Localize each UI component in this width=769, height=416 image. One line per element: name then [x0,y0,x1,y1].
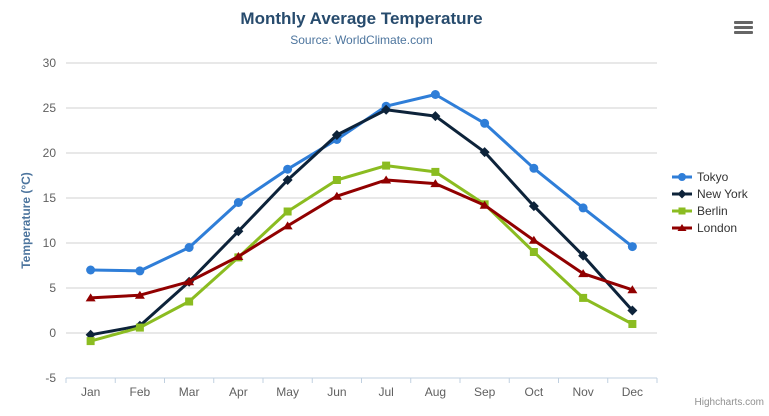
legend: Tokyo New York Berlin London [672,170,748,235]
point-tokyo-jan[interactable] [86,265,96,275]
series-berlin [86,161,637,346]
point-london-may[interactable] [282,221,293,230]
series-line-berlin [89,164,634,343]
legend-label: Berlin [697,204,728,218]
point-london-oct[interactable] [528,235,539,244]
point-tokyo-dec[interactable] [627,242,637,252]
point-london-dec[interactable] [627,285,638,294]
y-axis-label: 15 [43,191,57,205]
point-london-aug[interactable] [430,179,441,188]
point-berlin-may[interactable] [283,207,292,216]
legend-symbol-circle-icon [672,173,692,181]
point-new-york-jun[interactable] [331,130,342,140]
point-berlin-jul[interactable] [382,161,391,170]
legend-item-new-york[interactable]: New York [672,187,748,201]
y-axis-label: 10 [43,236,57,250]
x-axis-label: Jan [81,385,100,399]
chart-title: Monthly Average Temperature [240,9,483,28]
legend-item-berlin[interactable]: Berlin [672,204,748,218]
series-line-new-york [89,108,634,337]
legend-item-tokyo[interactable]: Tokyo [672,170,748,184]
x-axis-label: Nov [572,385,593,399]
chart-subtitle: Source: WorldClimate.com [290,33,433,47]
point-london-apr[interactable] [233,252,244,260]
point-berlin-nov[interactable] [579,293,588,302]
point-london-jan[interactable] [85,293,96,302]
y-axis-label: 30 [43,56,57,70]
point-new-york-apr[interactable] [233,226,244,237]
legend-marker [677,189,687,199]
point-tokyo-feb[interactable] [135,266,145,276]
highcharts-credit[interactable]: Highcharts.com [694,397,764,408]
y-axis-label: 0 [49,326,56,340]
series-line-london [89,178,634,300]
y-axis-label: 20 [43,146,57,160]
point-tokyo-oct[interactable] [529,163,539,173]
series-tokyo [86,90,637,276]
point-new-york-oct[interactable] [528,201,539,212]
point-london-sep[interactable] [479,200,490,209]
y-axis-label: -5 [45,371,56,385]
legend-symbol-square-icon [672,207,692,215]
point-berlin-jan[interactable] [86,337,95,346]
legend-symbol-diamond-icon [672,189,692,199]
point-berlin-jun[interactable] [332,176,341,184]
point-tokyo-nov[interactable] [578,203,588,213]
x-axis-label: Dec [622,385,643,399]
point-london-mar[interactable] [184,277,195,286]
x-axis-label: Jul [378,385,393,399]
point-london-jun[interactable] [331,191,342,200]
x-axis-label: Oct [525,385,544,399]
point-new-york-may[interactable] [282,175,293,185]
legend-item-london[interactable]: London [672,221,748,235]
legend-marker [677,224,687,231]
series-london [85,175,638,302]
y-axis-label: 25 [43,101,57,115]
x-axis-label: Aug [425,385,446,399]
point-new-york-jul[interactable] [381,104,392,115]
point-tokyo-may[interactable] [283,164,293,174]
point-london-feb[interactable] [134,290,145,299]
point-london-jul[interactable] [381,175,392,184]
point-tokyo-aug[interactable] [430,90,440,99]
export-menu-button[interactable] [733,19,755,37]
x-axis-label: Mar [179,385,200,399]
hamburger-icon [734,20,754,34]
point-new-york-aug[interactable] [430,111,441,122]
y-axis-label: 5 [49,281,56,295]
point-berlin-aug[interactable] [431,167,440,176]
y-axis-title: Temperature (°C) [19,172,33,269]
series-new-york [85,104,638,340]
point-new-york-dec[interactable] [627,305,638,316]
point-new-york-nov[interactable] [578,250,589,261]
point-tokyo-apr[interactable] [233,198,243,207]
point-tokyo-sep[interactable] [480,118,490,128]
point-new-york-sep[interactable] [479,147,490,158]
point-berlin-dec[interactable] [628,320,637,328]
point-berlin-mar[interactable] [185,297,194,306]
point-berlin-oct[interactable] [529,248,538,256]
x-axis-label: Sep [474,385,496,399]
legend-symbol-triangle-icon [672,224,692,231]
legend-marker [678,173,686,181]
legend-label: Tokyo [697,170,729,184]
x-axis-label: May [276,385,299,399]
legend-marker [678,207,686,215]
x-axis-label: Jun [327,385,346,399]
point-tokyo-mar[interactable] [184,243,194,252]
legend-label: London [697,221,738,235]
point-berlin-feb[interactable] [135,323,144,332]
legend-label: New York [697,187,748,201]
x-axis-label: Apr [229,385,248,399]
point-london-nov[interactable] [578,269,589,278]
x-axis-label: Feb [130,385,151,399]
